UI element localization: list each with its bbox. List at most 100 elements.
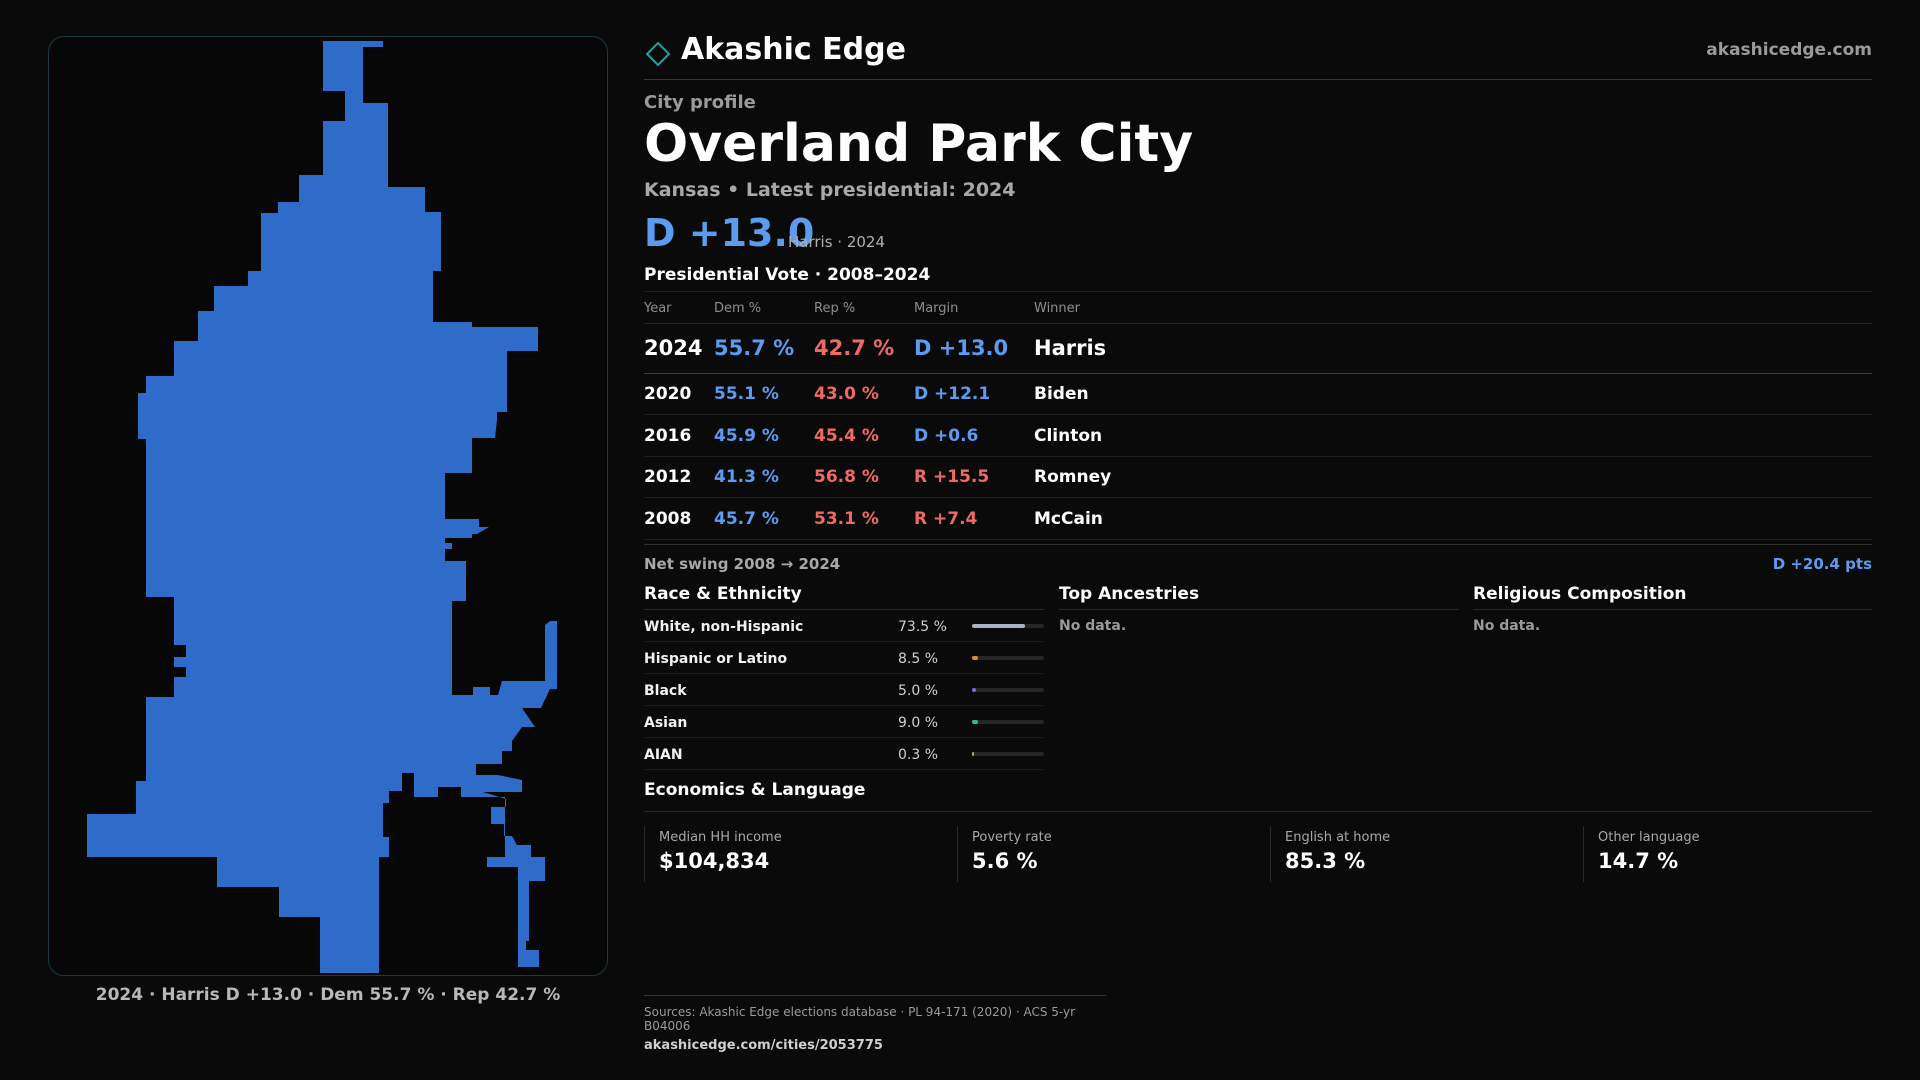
page-title: Overland Park City [644,114,1194,174]
econ-label: Poverty rate [972,829,1052,845]
race-bar-track [972,623,1044,628]
race-row: Asian 9.0 % [644,706,1044,738]
cell-winner: McCain [1034,497,1872,540]
econ-label: English at home [1285,829,1391,845]
race-label: Black [644,682,687,699]
econ-label: Median HH income [659,829,782,845]
col-header-dem: Dem % [714,291,814,324]
race-label: Asian [644,714,688,731]
cell-margin: D +12.1 [914,373,1034,416]
cell-winner: Romney [1034,456,1872,499]
cell-rep: 42.7 % [814,323,914,374]
cell-dem: 55.7 % [714,323,814,374]
econ-label: Other language [1598,829,1700,845]
cell-year: 2008 [644,497,714,540]
brand-name[interactable]: Akashic Edge [681,32,906,67]
demographics-section: Race & Ethnicity White, non-Hispanic 73.5… [644,580,1872,780]
race-pct: 5.0 % [898,682,939,699]
econ-value: $104,834 [659,848,770,873]
race-pct: 0.3 % [898,746,939,763]
table-row: 2020 55.1 % 43.0 % D +12.1 Biden [644,373,1872,416]
race-bar-fill [972,719,979,724]
race-label: White, non-Hispanic [644,618,804,635]
race-label: AIAN [644,746,683,763]
cell-margin: D +13.0 [914,323,1034,374]
cell-dem: 55.1 % [714,373,814,416]
table-row: 2016 45.9 % 45.4 % D +0.6 Clinton [644,414,1872,457]
city-boundary-map [87,41,557,973]
econ-card-english: English at home 85.3 % [1270,825,1566,882]
profile-content: Akashic Edge akashicedge.com City profil… [644,30,1872,896]
cell-winner: Biden [1034,373,1872,416]
religious-composition-title: Religious Composition [1473,580,1872,610]
econ-card-poverty: Poverty rate 5.6 % [957,825,1253,882]
race-bar-track [972,719,1044,724]
cell-winner: Harris [1034,323,1872,374]
race-bar-fill [972,687,976,692]
city-boundary-shape [87,41,557,973]
col-header-margin: Margin [914,291,1034,324]
page-kicker: City profile [644,92,756,113]
brand-url-link[interactable]: akashicedge.com [1706,40,1872,60]
sources-note: Sources: Akashic Edge elections database… [644,1005,1076,1033]
page-footer: Sources: Akashic Edge elections database… [644,995,1106,1053]
race-bar-track [972,687,1044,692]
cell-dem: 45.7 % [714,497,814,540]
race-label: Hispanic or Latino [644,650,788,667]
race-row: Hispanic or Latino 8.5 % [644,642,1044,674]
econ-value: 5.6 % [972,848,1038,873]
table-row: 2008 45.7 % 53.1 % R +7.4 McCain [644,497,1872,540]
net-swing-row: Net swing 2008 → 2024 D +20.4 pts [644,543,1872,580]
city-map-panel [48,36,608,976]
cell-margin: R +7.4 [914,497,1034,540]
cell-year: 2016 [644,414,714,457]
cell-rep: 45.4 % [814,414,914,457]
diamond-logo-icon [646,42,670,66]
religious-composition-panel: Religious Composition No data. [1473,580,1872,634]
headline-margin-note: Harris · 2024 [788,232,886,251]
footer-url-link[interactable]: akashicedge.com/cities/2053775 [644,1038,883,1053]
race-row: White, non-Hispanic 73.5 % [644,610,1044,642]
race-pct: 9.0 % [898,714,939,731]
econ-card-other-language: Other language 14.7 % [1583,825,1879,882]
top-ancestries-empty: No data. [1059,617,1127,634]
cell-year: 2024 [644,323,714,374]
brand-header: Akashic Edge akashicedge.com [644,30,1872,80]
cell-dem: 41.3 % [714,456,814,499]
race-pct: 73.5 % [898,618,947,635]
table-row: 2012 41.3 % 56.8 % R +15.5 Romney [644,456,1872,499]
economics-cards: Median HH income $104,834 Poverty rate 5… [644,825,1872,896]
cell-rep: 43.0 % [814,373,914,416]
religious-composition-empty: No data. [1473,617,1541,634]
table-header-row: Year Dem % Rep % Margin Winner [644,291,1872,324]
race-bar-track [972,751,1044,756]
race-bar-fill [972,623,1025,628]
map-caption: 2024 · Harris D +13.0 · Dem 55.7 % · Rep… [95,985,561,1005]
race-ethnicity-panel: Race & Ethnicity White, non-Hispanic 73.5… [644,580,1044,770]
cell-year: 2020 [644,373,714,416]
table-row: 2024 55.7 % 42.7 % D +13.0 Harris [644,323,1872,374]
cell-year: 2012 [644,456,714,499]
top-ancestries-title: Top Ancestries [1059,580,1459,610]
cell-winner: Clinton [1034,414,1872,457]
econ-value: 85.3 % [1285,848,1366,873]
net-swing-label: Net swing 2008 → 2024 [644,554,841,573]
net-swing-value: D +20.4 pts [1772,554,1872,573]
page-subtitle: Kansas • Latest presidential: 2024 [644,178,1016,201]
col-header-year: Year [644,291,714,324]
econ-value: 14.7 % [1598,848,1679,873]
race-bar-fill [972,655,979,660]
col-header-winner: Winner [1034,291,1872,324]
race-row: Black 5.0 % [644,674,1044,706]
presidential-vote-table: Year Dem % Rep % Margin Winner 2024 55.7… [644,290,1872,540]
cell-rep: 53.1 % [814,497,914,540]
headline-margin: D +13.0 Harris · 2024 [644,211,1872,257]
cell-margin: R +15.5 [914,456,1034,499]
race-bar-fill [972,751,975,756]
cell-dem: 45.9 % [714,414,814,457]
cell-rep: 56.8 % [814,456,914,499]
race-pct: 8.5 % [898,650,939,667]
race-ethnicity-list: White, non-Hispanic 73.5 % Hispanic or Lat… [644,610,1044,770]
col-header-rep: Rep % [814,291,914,324]
cell-margin: D +0.6 [914,414,1034,457]
